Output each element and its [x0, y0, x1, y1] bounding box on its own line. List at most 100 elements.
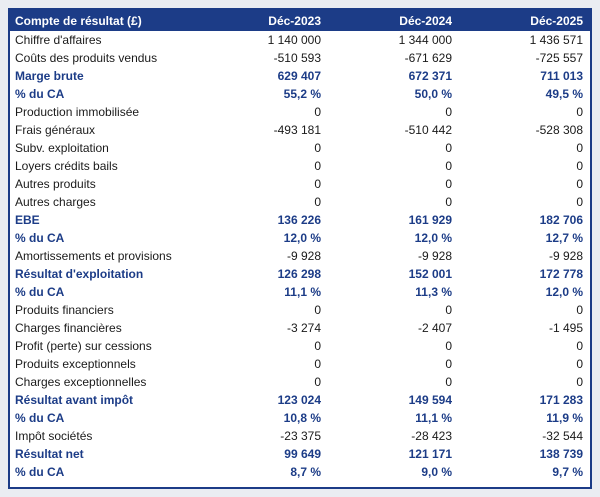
row-value: 0: [576, 195, 583, 209]
row-value: 0: [576, 177, 583, 191]
table-row: Marge brute 629 407 672 371 711 013: [10, 67, 590, 85]
row-label: Charges financières: [15, 321, 122, 335]
row-value: 152 001: [408, 267, 452, 281]
row-label: % du CA: [15, 285, 65, 299]
row-value: 11,1 %: [415, 411, 452, 425]
row-label: EBE: [15, 213, 40, 227]
row-value: 0: [576, 357, 583, 371]
row-value: -32 544: [542, 429, 583, 443]
row-value: 0: [445, 339, 452, 353]
row-value: 171 283: [539, 393, 583, 407]
table-row: Frais généraux -493 181 -510 442 -528 308: [10, 121, 590, 139]
row-value: 0: [314, 357, 321, 371]
row-value: 161 929: [408, 213, 452, 227]
row-value: 123 024: [277, 393, 321, 407]
table-row: % du CA 55,2 % 50,0 % 49,5 %: [10, 85, 590, 103]
row-value: 10,8 %: [283, 411, 321, 425]
row-value: 672 371: [408, 69, 452, 83]
income-statement-table: Compte de résultat (£) Déc-2023 Déc-2024…: [8, 8, 592, 489]
row-value: -725 557: [535, 51, 583, 65]
row-value: 0: [576, 375, 583, 389]
row-value: 12,0 %: [414, 231, 452, 245]
header-row: Compte de résultat (£) Déc-2023 Déc-2024…: [10, 10, 590, 31]
row-value: 0: [445, 195, 452, 209]
row-value: -493 181: [273, 123, 321, 137]
table-row: Impôt sociétés -23 375 -28 423 -32 544: [10, 427, 590, 445]
table-row: Charges financières -3 274 -2 407 -1 495: [10, 319, 590, 337]
table-row: % du CA 12,0 % 12,0 % 12,7 %: [10, 229, 590, 247]
row-label: % du CA: [15, 411, 65, 425]
table-title: Compte de résultat (£): [10, 10, 197, 31]
row-value: 9,7 %: [552, 465, 583, 479]
row-label: Marge brute: [15, 69, 84, 83]
row-label: Charges exceptionnelles: [15, 375, 147, 389]
table-body: Chiffre d'affaires 1 140 000 1 344 000 1 43…: [10, 31, 590, 481]
row-label: Coûts des produits vendus: [15, 51, 158, 65]
row-value: -510 593: [273, 51, 321, 65]
row-value: 126 298: [277, 267, 321, 281]
row-value: 711 013: [540, 69, 583, 83]
row-value: 11,9 %: [546, 411, 583, 425]
row-label: Chiffre d'affaires: [15, 33, 102, 47]
row-value: 55,2 %: [283, 87, 321, 101]
row-value: 11,3 %: [415, 285, 452, 299]
row-value: 12,0 %: [283, 231, 321, 245]
row-label: Loyers crédits bails: [15, 159, 118, 173]
row-label: Résultat avant impôt: [15, 393, 134, 407]
row-value: 0: [445, 375, 452, 389]
row-label: Impôt sociétés: [15, 429, 93, 443]
table-row: Résultat d'exploitation 126 298 152 001 172…: [10, 265, 590, 283]
row-value: -510 442: [404, 123, 452, 137]
row-value: -9 928: [417, 249, 452, 263]
income-statement: Compte de résultat (£) Déc-2023 Déc-2024…: [10, 10, 590, 481]
row-value: 0: [576, 339, 583, 353]
row-value: 0: [314, 177, 321, 191]
row-value: 0: [314, 303, 321, 317]
row-value: 1 436 571: [529, 33, 583, 47]
row-value: -671 629: [404, 51, 452, 65]
row-value: 0: [445, 159, 452, 173]
row-value: 0: [445, 357, 452, 371]
row-value: 0: [314, 105, 321, 119]
table-row: Résultat net 99 649 121 171 138 739: [10, 445, 590, 463]
row-value: 11,1 %: [284, 285, 321, 299]
row-value: 182 706: [539, 213, 583, 227]
row-value: 0: [314, 195, 321, 209]
row-value: 8,7 %: [290, 465, 321, 479]
row-value: 0: [576, 105, 583, 119]
row-value: 0: [445, 105, 452, 119]
table-row: Autres charges 0 0 0: [10, 193, 590, 211]
row-value: -1 495: [548, 321, 583, 335]
row-value: 12,7 %: [545, 231, 583, 245]
row-label: Autres produits: [15, 177, 96, 191]
table-row: EBE 136 226 161 929 182 706: [10, 211, 590, 229]
row-value: 629 407: [277, 69, 321, 83]
table-row: % du CA 11,1 % 11,3 % 12,0 %: [10, 283, 590, 301]
table-row: Chiffre d'affaires 1 140 000 1 344 000 1 43…: [10, 31, 590, 49]
table-row: % du CA 8,7 % 9,0 % 9,7 %: [10, 463, 590, 481]
row-value: 99 649: [284, 447, 321, 461]
row-value: -23 375: [280, 429, 321, 443]
column-header-dec-2024: Déc-2024: [328, 10, 459, 31]
row-value: 0: [314, 159, 321, 173]
row-label: Résultat net: [15, 447, 84, 461]
row-value: 136 226: [277, 213, 321, 227]
row-value: 0: [576, 303, 583, 317]
table-row: Profit (perte) sur cessions 0 0 0: [10, 337, 590, 355]
row-label: Subv. exploitation: [15, 141, 109, 155]
row-label: Produits financiers: [15, 303, 114, 317]
row-label: Autres charges: [15, 195, 96, 209]
table-row: Loyers crédits bails 0 0 0: [10, 157, 590, 175]
row-value: 1 140 000: [267, 33, 321, 47]
table-row: Coûts des produits vendus -510 593 -671 62…: [10, 49, 590, 67]
row-value: 0: [576, 141, 583, 155]
row-value: 0: [445, 303, 452, 317]
table-row: Produits financiers 0 0 0: [10, 301, 590, 319]
row-value: 0: [314, 141, 321, 155]
row-value: 0: [445, 177, 452, 191]
row-value: 0: [314, 339, 321, 353]
row-value: -3 274: [286, 321, 321, 335]
row-value: 0: [576, 159, 583, 173]
row-label: Frais généraux: [15, 123, 96, 137]
row-value: 149 594: [408, 393, 452, 407]
